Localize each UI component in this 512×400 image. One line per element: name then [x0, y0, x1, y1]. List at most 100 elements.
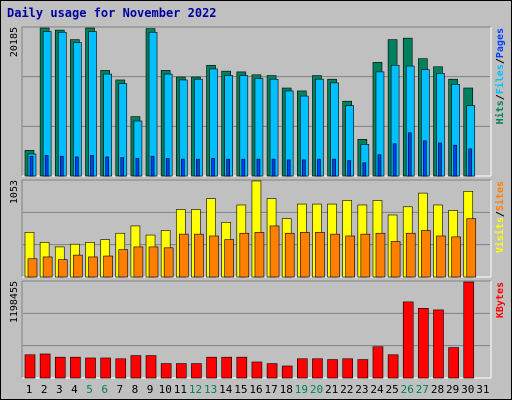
x-tick-label-day-25: 25 — [386, 383, 399, 396]
legend-entry-visits-sites-2: Sites — [494, 181, 506, 211]
x-tick-label-day-1: 1 — [26, 383, 33, 396]
x-tick-label-day-14: 14 — [219, 383, 233, 396]
bar-pages-day-15 — [241, 158, 246, 177]
bar-pages-day-23 — [362, 162, 367, 177]
x-tick-label-day-15: 15 — [234, 383, 247, 396]
bar-pages-day-30 — [468, 148, 473, 177]
bar-kbytes-day-24 — [372, 346, 384, 379]
bar-pages-day-29 — [453, 144, 457, 177]
x-tick-label-day-16: 16 — [249, 383, 262, 396]
x-tick-label-day-17: 17 — [265, 383, 278, 396]
bar-kbytes-day-19 — [297, 358, 308, 379]
bar-kbytes-day-23 — [357, 359, 369, 379]
x-tick-label-day-23: 23 — [355, 383, 368, 396]
bar-pages-day-16 — [256, 158, 261, 177]
x-tick-label-day-11: 11 — [174, 383, 187, 396]
bar-sites-day-22 — [345, 235, 356, 278]
bar-pages-day-11 — [180, 158, 185, 177]
legend-entry-kbytes-0: KBytes — [495, 282, 506, 318]
bar-pages-day-18 — [286, 159, 291, 177]
bar-sites-day-20 — [315, 232, 325, 278]
x-tick-label-day-18: 18 — [280, 383, 293, 396]
bar-sites-day-30 — [466, 218, 477, 278]
x-tick-label-day-4: 4 — [71, 383, 78, 396]
legend-hits-files-pages: Hits/Files/Pages — [494, 28, 506, 124]
bar-pages-day-26 — [407, 132, 412, 177]
bar-sites-day-10 — [163, 247, 174, 278]
x-tick-label-day-6: 6 — [101, 383, 108, 396]
bar-kbytes-day-15 — [236, 356, 248, 379]
bar-kbytes-day-6 — [100, 357, 111, 379]
x-tick-label-day-5: 5 — [86, 383, 93, 396]
bar-kbytes-day-26 — [402, 301, 414, 379]
x-tick-label-day-24: 24 — [370, 383, 384, 396]
bar-sites-day-26 — [405, 232, 416, 278]
bar-pages-day-19 — [302, 159, 306, 177]
bar-files-day-9 — [148, 31, 158, 177]
bar-kbytes-day-9 — [145, 355, 157, 379]
x-tick-label-day-20: 20 — [310, 383, 323, 396]
bar-sites-day-18 — [284, 232, 295, 278]
bar-kbytes-day-22 — [342, 358, 354, 379]
bar-kbytes-day-20 — [312, 358, 323, 379]
bar-pages-day-27 — [423, 140, 427, 177]
bar-pages-day-25 — [392, 143, 397, 177]
chart-title: Daily usage for November 2022 — [7, 6, 217, 20]
bar-sites-day-9 — [148, 246, 159, 278]
bar-sites-day-29 — [451, 236, 461, 278]
bar-sites-day-14 — [224, 239, 234, 278]
bar-sites-day-3 — [57, 259, 68, 278]
max-label-visits-sites: 1053 — [9, 180, 20, 204]
bar-kbytes-day-14 — [221, 356, 232, 379]
x-tick-label-day-19: 19 — [295, 383, 308, 396]
bar-sites-day-7 — [118, 249, 129, 278]
bar-kbytes-day-4 — [70, 356, 81, 379]
bar-pages-day-5 — [90, 155, 94, 177]
bar-sites-day-17 — [269, 225, 280, 278]
bar-kbytes-day-30 — [463, 281, 475, 379]
bar-pages-day-10 — [165, 158, 170, 177]
legend-entry-hits-files-pages-2: Files — [494, 64, 506, 94]
x-tick-label-day-29: 29 — [446, 383, 459, 396]
bar-kbytes-day-18 — [281, 365, 293, 379]
bar-kbytes-day-12 — [191, 363, 202, 379]
bar-pages-day-3 — [59, 155, 64, 177]
bar-kbytes-day-16 — [251, 361, 263, 379]
bar-pages-day-2 — [44, 155, 49, 177]
x-tick-label-day-31: 31 — [476, 383, 489, 396]
bar-sites-day-13 — [209, 235, 219, 278]
bar-kbytes-day-17 — [266, 363, 278, 379]
bar-pages-day-17 — [271, 158, 276, 177]
bar-sites-day-8 — [133, 246, 144, 278]
bar-sites-day-15 — [239, 232, 250, 278]
bar-pages-day-21 — [332, 158, 336, 177]
x-tick-label-day-12: 12 — [189, 383, 202, 396]
x-tick-label-day-7: 7 — [117, 383, 124, 396]
x-tick-label-day-26: 26 — [401, 383, 414, 396]
bar-kbytes-day-11 — [175, 363, 187, 379]
bar-kbytes-day-21 — [327, 359, 338, 379]
x-tick-label-day-10: 10 — [159, 383, 172, 396]
bar-sites-day-24 — [375, 232, 386, 278]
legend-entry-hits-files-pages-3: / — [495, 58, 506, 64]
x-tick-label-day-9: 9 — [147, 383, 154, 396]
bar-kbytes-day-27 — [418, 308, 429, 379]
bar-pages-day-13 — [211, 158, 215, 177]
x-tick-label-day-28: 28 — [431, 383, 444, 396]
legend-entry-hits-files-pages-0: Hits — [494, 100, 506, 124]
bar-pages-day-20 — [317, 158, 321, 177]
bar-pages-day-14 — [226, 158, 230, 177]
bar-sites-day-23 — [360, 233, 371, 278]
bar-sites-day-5 — [88, 256, 98, 278]
bar-pages-day-9 — [150, 155, 155, 177]
bar-sites-day-4 — [73, 254, 83, 278]
bar-files-day-5 — [88, 31, 97, 177]
bar-pages-day-24 — [377, 154, 382, 177]
bar-sites-day-16 — [254, 232, 265, 278]
legend-entry-hits-files-pages-1: / — [495, 94, 506, 100]
bar-files-day-3 — [57, 31, 67, 177]
bar-kbytes-day-8 — [130, 355, 142, 379]
bar-kbytes-day-5 — [85, 357, 96, 379]
x-tick-label-day-22: 22 — [340, 383, 353, 396]
